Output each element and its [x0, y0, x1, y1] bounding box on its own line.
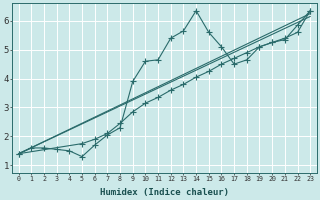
X-axis label: Humidex (Indice chaleur): Humidex (Indice chaleur)	[100, 188, 229, 197]
